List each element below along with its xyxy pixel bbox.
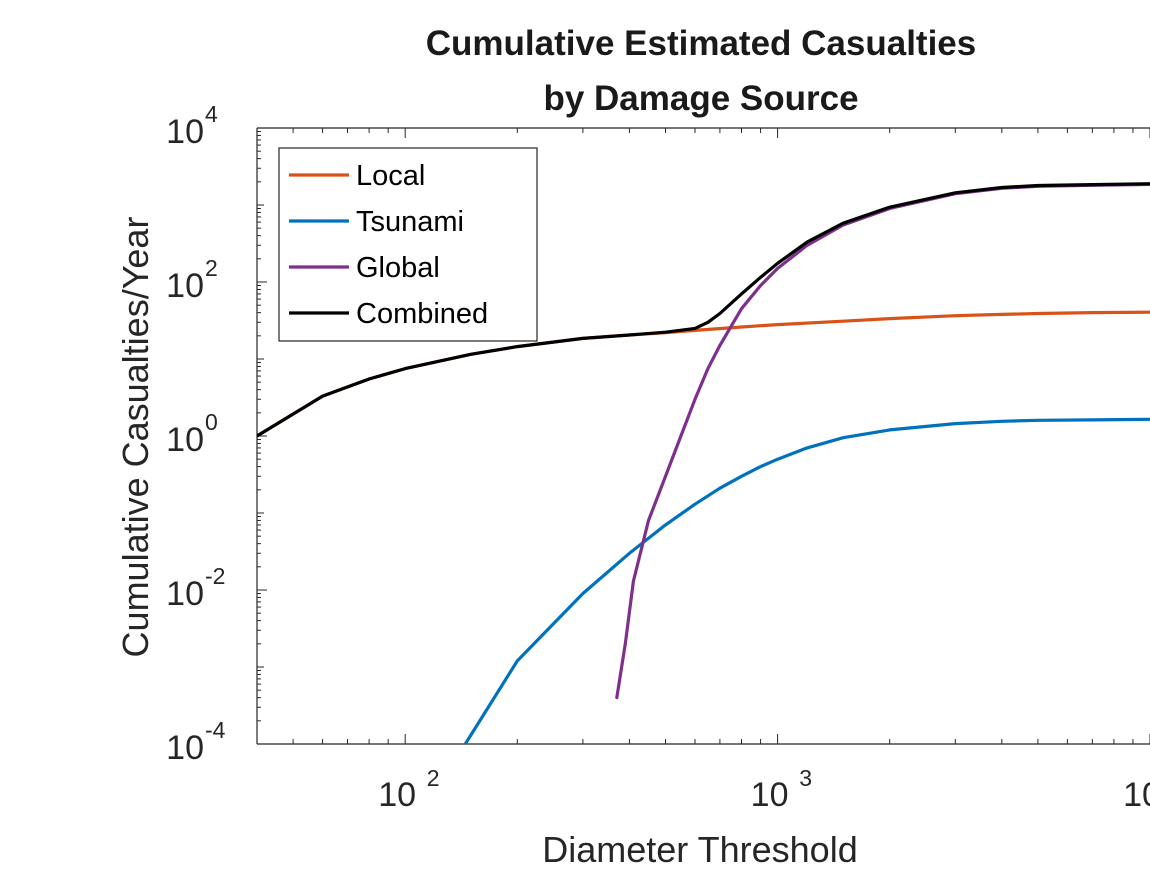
series-line-combined <box>257 182 1150 438</box>
y-tick-exponent: 2 <box>205 255 218 281</box>
y-tick-label: 10 <box>166 113 204 151</box>
y-tick-label: 10 <box>166 729 204 767</box>
y-tick-exponent: 4 <box>205 101 218 127</box>
chart-title-line-2: by Damage Source <box>543 79 858 118</box>
y-tick-exponent: 0 <box>205 409 218 435</box>
series-line-tsunami <box>463 417 1150 744</box>
x-tick-exponent: 3 <box>799 765 812 791</box>
chart-title: Cumulative Estimated Casualties by Damag… <box>426 24 976 118</box>
legend-entry-label: Global <box>356 252 440 284</box>
chart-title-line-1: Cumulative Estimated Casualties <box>426 24 976 63</box>
y-tick-exponent: -4 <box>205 717 226 743</box>
y-tick-label: 10 <box>166 267 204 305</box>
y-axis-label: Cumulative Casualties/Year <box>115 217 156 658</box>
legend: Local Tsunami Global Combined <box>278 147 538 342</box>
x-tick-exponent: 2 <box>427 765 440 791</box>
series-line-global <box>615 182 1150 700</box>
x-axis-label: Diameter Threshold <box>542 829 857 870</box>
y-tick-exponent: -2 <box>205 563 225 589</box>
legend-entry-label: Tsunami <box>356 206 464 238</box>
legend-box <box>278 147 538 342</box>
legend-entry-label: Local <box>356 160 425 192</box>
x-tick-label: 10 <box>378 776 416 814</box>
x-tick-label: 10 <box>751 776 789 814</box>
legend-entry-label: Combined <box>356 298 488 330</box>
y-tick-label: 10 <box>166 575 204 613</box>
x-tick-label: 10 <box>1123 776 1150 814</box>
y-tick-label: 10 <box>166 421 204 459</box>
